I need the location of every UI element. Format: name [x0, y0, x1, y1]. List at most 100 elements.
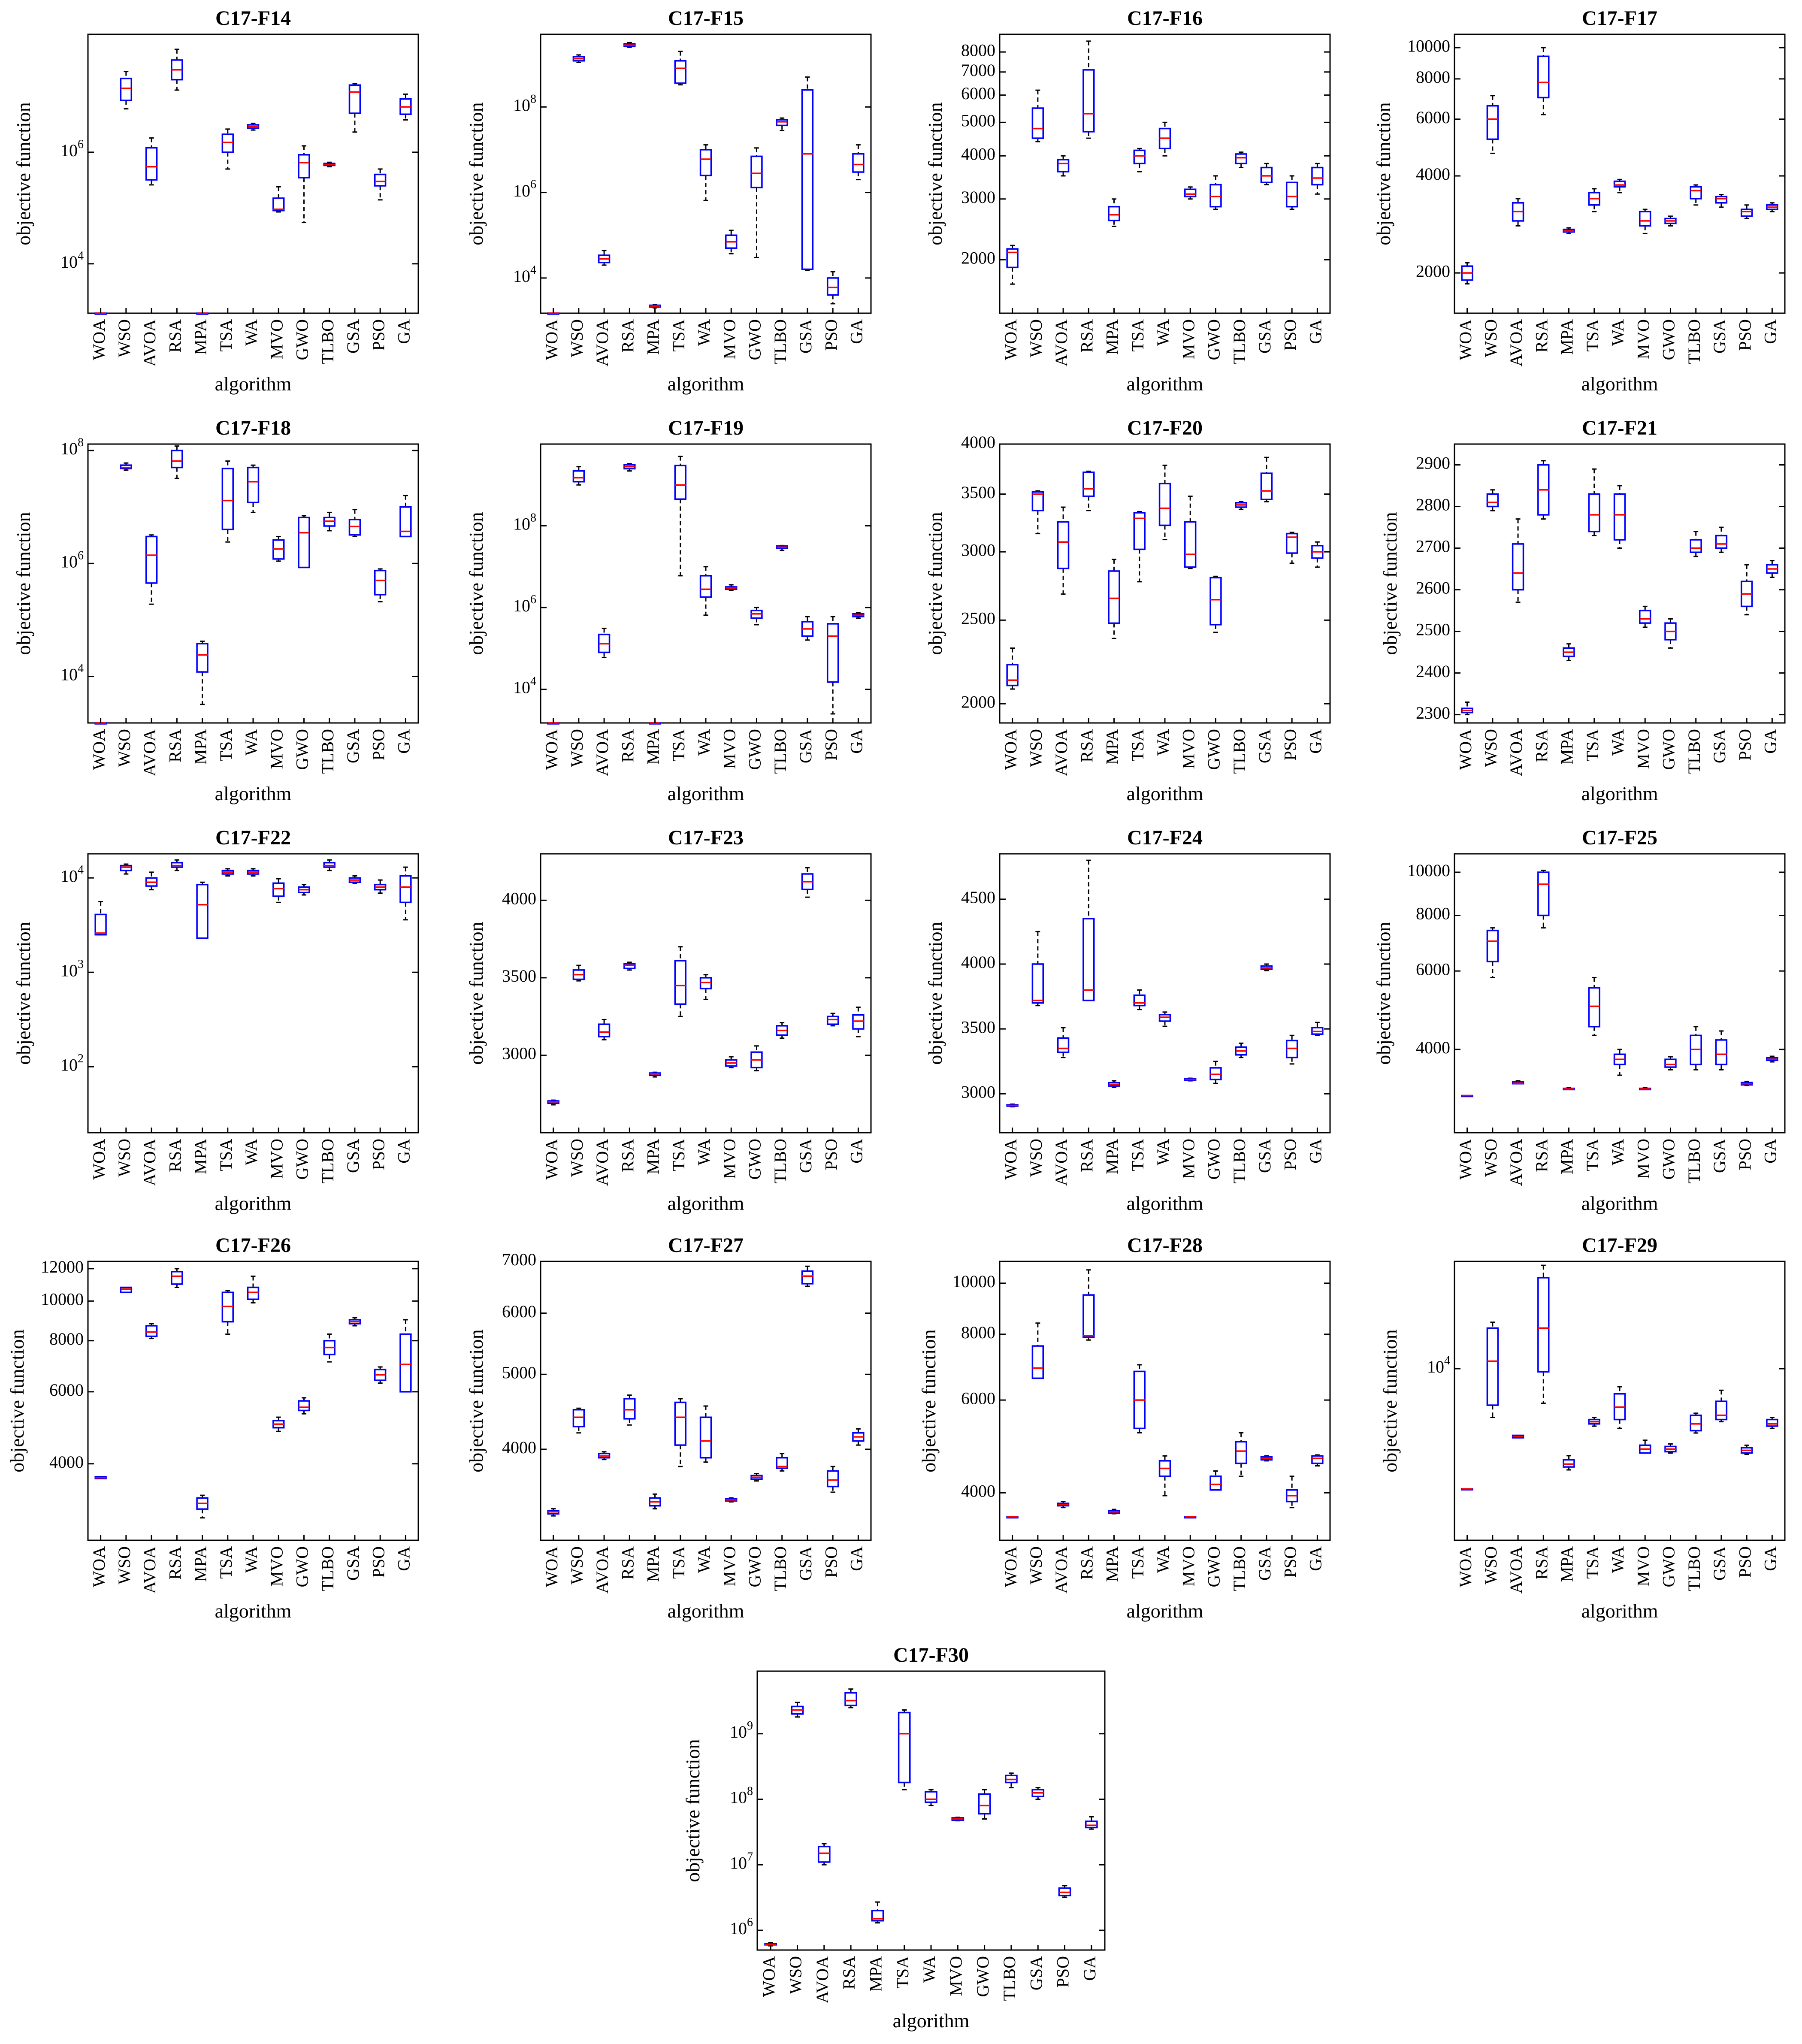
box-iqr [399, 875, 412, 904]
x-tick-label: PSO [369, 1139, 388, 1170]
chart-title: C17-F22 [215, 826, 291, 849]
x-axis-label: algorithm [668, 1600, 744, 1622]
x-axis-label: algorithm [668, 783, 744, 804]
box-woa [764, 1942, 777, 1947]
box-avoa [1057, 155, 1070, 177]
x-tick-label: WA [242, 1546, 261, 1573]
y-tick-label: 8000 [961, 1323, 995, 1342]
y-tick-label: 8000 [1416, 67, 1450, 87]
y-tick-label: 4000 [961, 144, 995, 163]
x-tick-label: RSA [1077, 319, 1096, 353]
box-tsa [221, 1290, 234, 1335]
box-iqr [272, 882, 285, 897]
x-tick-label: TLBO [1000, 1956, 1019, 2001]
x-tick-label: WOA [89, 319, 109, 360]
box-mpa [196, 1494, 209, 1519]
box-gsa [1715, 1030, 1728, 1070]
box-avoa [1057, 506, 1070, 595]
box-iqr [1082, 1294, 1095, 1338]
x-tick-label: RSA [1077, 1139, 1096, 1172]
x-tick-label: MVO [267, 1546, 286, 1586]
axes-frame [540, 853, 872, 1134]
box-iqr [852, 153, 865, 173]
x-tick-label: GSA [796, 1139, 815, 1173]
box-tsa [898, 1709, 911, 1790]
y-tick-label: 106 [513, 178, 536, 200]
box-tsa [1588, 977, 1600, 1036]
box-wso [1031, 931, 1044, 1007]
x-axis-label: algorithm [1127, 373, 1203, 395]
box-wso [791, 1702, 804, 1718]
y-tick-label: 10000 [952, 1272, 995, 1291]
y-tick-label: 2000 [961, 248, 995, 268]
x-tick-label: RSA [1077, 1546, 1096, 1580]
box-wso [120, 863, 133, 875]
x-tick-label: RSA [165, 729, 184, 762]
y-axis-label: objective function [1379, 1329, 1401, 1472]
box-iqr [801, 89, 814, 270]
box-ga [399, 93, 412, 121]
x-tick-label: WOA [542, 729, 561, 770]
y-axis-label: objective function [1373, 102, 1394, 245]
box-pso [374, 568, 387, 602]
y-axis-label: objective function [1373, 922, 1394, 1064]
box-mvo [1639, 209, 1651, 234]
box-iqr [120, 78, 133, 101]
box-woa [94, 722, 107, 725]
x-tick-label: GSA [1255, 1139, 1274, 1173]
x-axis-label: algorithm [215, 373, 292, 395]
y-axis-label: objective function [918, 1329, 940, 1472]
chart-panel: C17-F14 104 106 objective function WOA WSO AVO… [12, 7, 419, 395]
x-tick-label: GA [1306, 319, 1325, 344]
box-gwo [1209, 1061, 1222, 1084]
x-tick-label: TSA [216, 1139, 236, 1171]
box-avoa [145, 871, 158, 891]
box-wa [247, 1276, 260, 1304]
box-wa [1613, 1049, 1626, 1076]
y-tick-label: 6000 [49, 1380, 84, 1400]
x-tick-label: GWO [1659, 1139, 1678, 1180]
x-tick-label: WSO [1481, 729, 1500, 767]
chart-panel: C17-F21 2300 2400 2500 2600 2700 2800 2900 objec… [1379, 417, 1786, 804]
box-mvo [1639, 1087, 1651, 1091]
y-tick-label: 106 [513, 593, 536, 615]
box-iqr [1057, 159, 1070, 172]
x-tick-label: AVOA [593, 1139, 612, 1186]
y-axis-label: objective function [12, 922, 34, 1064]
chart-panel: C17-F30 106 107 108 109 objective function WOA… [682, 1644, 1106, 2032]
y-tick-label: 4000 [1416, 1038, 1450, 1057]
x-tick-label: GA [847, 1139, 866, 1164]
x-tick-label: TLBO [1230, 1546, 1249, 1591]
x-tick-label: PSO [1280, 1139, 1300, 1170]
box-tsa [1133, 148, 1146, 172]
box-iqr [1537, 871, 1550, 916]
x-tick-label: MPA [191, 319, 210, 355]
box-tsa [1588, 188, 1600, 212]
x-tick-label: GSA [1026, 1956, 1046, 1990]
y-axis-label: objective function [465, 512, 487, 655]
x-tick-label: GSA [796, 319, 815, 354]
box-pso [826, 616, 839, 715]
box-woa [1006, 1516, 1019, 1519]
x-tick-label: WSO [567, 729, 587, 767]
box-pso [826, 271, 839, 305]
box-gsa [801, 616, 814, 641]
box-mvo [272, 1416, 285, 1432]
x-tick-label: WA [694, 1139, 714, 1165]
chart-title: C17-F27 [668, 1234, 744, 1257]
box-iqr [1209, 1475, 1222, 1491]
x-tick-label: AVOA [593, 1546, 612, 1594]
x-tick-label: MVO [720, 319, 739, 359]
x-tick-label: AVOA [1506, 1546, 1526, 1594]
box-iqr [374, 173, 387, 187]
x-tick-label: RSA [1532, 319, 1551, 353]
box-avoa [1057, 1027, 1070, 1058]
x-tick-label: TLBO [1230, 729, 1249, 774]
box-avoa [145, 137, 158, 186]
x-tick-label: WSO [1481, 1139, 1500, 1177]
box-avoa [598, 627, 611, 658]
x-tick-label: MPA [644, 1139, 663, 1174]
y-tick-label: 109 [730, 1719, 753, 1742]
x-tick-label: TSA [1128, 1546, 1147, 1579]
y-tick-label: 4000 [961, 952, 995, 972]
